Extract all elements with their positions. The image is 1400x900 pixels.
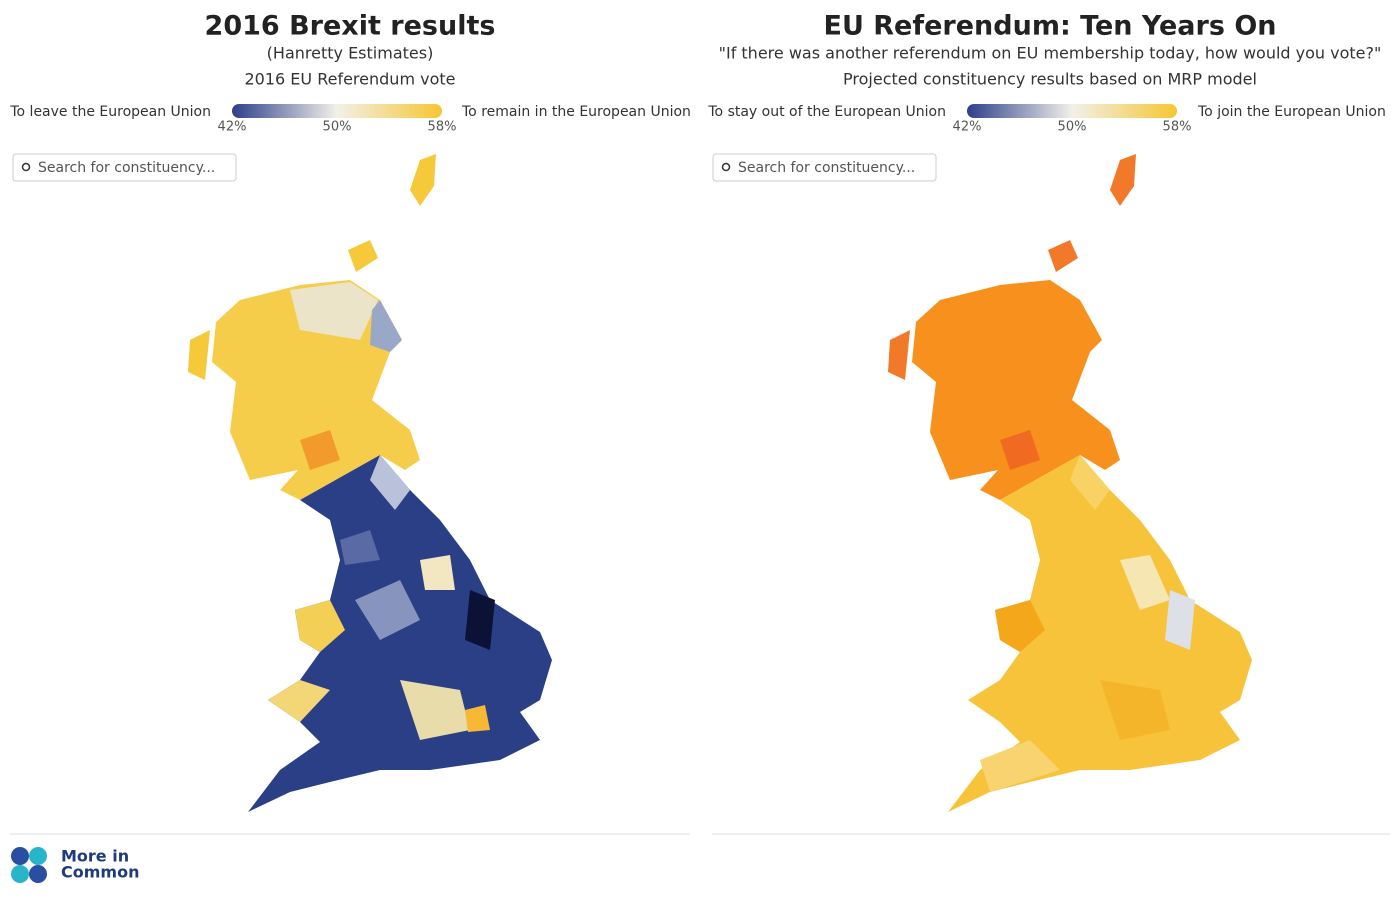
logo: More in Common — [11, 847, 139, 883]
legend-left: To leave the European Union — [9, 104, 211, 120]
scale-tick: 42% — [953, 120, 982, 135]
map — [188, 154, 552, 812]
region — [465, 705, 490, 732]
region — [268, 680, 330, 722]
region — [980, 740, 1060, 792]
region — [295, 600, 345, 652]
scale-tick: 58% — [1163, 120, 1192, 135]
scale-tick: 42% — [218, 120, 247, 135]
region — [995, 600, 1045, 652]
scale-tick: 58% — [428, 120, 457, 135]
search-placeholder: Search for constituency... — [738, 160, 915, 176]
scale-tick: 50% — [323, 120, 352, 135]
region — [1070, 455, 1110, 510]
region — [370, 300, 402, 352]
region — [300, 430, 340, 470]
search-placeholder: Search for constituency... — [38, 160, 215, 176]
region — [290, 282, 378, 340]
region — [340, 530, 380, 565]
panel-subtitle: "If there was another referendum on EU m… — [719, 44, 1382, 63]
search-box[interactable] — [712, 153, 937, 182]
brand: Common — [61, 863, 139, 882]
region — [248, 455, 552, 812]
color-scale — [232, 104, 442, 118]
panel: 2016 Brexit results (Hanretty Estimates)… — [9, 11, 691, 812]
brand: More in — [61, 847, 129, 866]
region — [1165, 590, 1195, 650]
panel-caption: 2016 EU Referendum vote — [245, 70, 456, 89]
scale-tick: 50% — [1058, 120, 1087, 135]
color-scale — [967, 104, 1177, 118]
search-box[interactable] — [12, 153, 237, 182]
panel: EU Referendum: Ten Years On "If there wa… — [707, 11, 1386, 812]
region — [1100, 680, 1170, 740]
panel-caption: Projected constituency results based on … — [843, 70, 1257, 89]
region — [1120, 555, 1170, 610]
panel-title: EU Referendum: Ten Years On — [824, 11, 1277, 42]
search-icon — [21, 162, 31, 172]
legend-right: To join the European Union — [1197, 104, 1386, 120]
region — [465, 590, 495, 650]
region — [420, 555, 455, 590]
legend-right: To remain in the European Union — [461, 104, 691, 120]
region — [355, 580, 420, 640]
search-icon — [721, 162, 731, 172]
map — [888, 154, 1252, 812]
panel-title: 2016 Brexit results — [205, 11, 496, 42]
region — [400, 680, 470, 740]
legend-left: To stay out of the European Union — [707, 104, 946, 120]
panel-subtitle: (Hanretty Estimates) — [267, 44, 434, 63]
region — [370, 455, 410, 510]
region — [1000, 430, 1040, 470]
